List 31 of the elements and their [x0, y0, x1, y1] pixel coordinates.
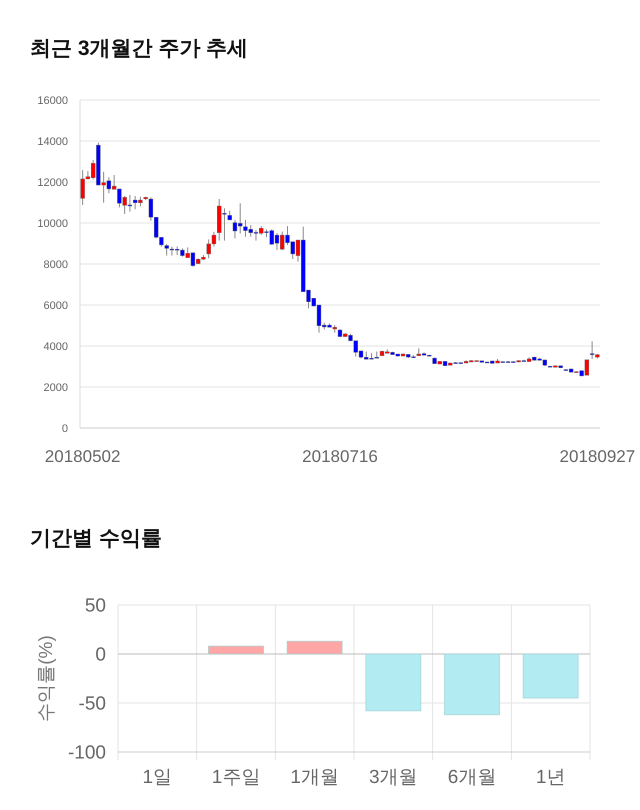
- x-tick-label: 20180927: [560, 447, 636, 466]
- y-tick-label: 6000: [44, 300, 68, 312]
- y-tick-label: 12000: [37, 176, 68, 189]
- y-tick-label: 16000: [37, 94, 68, 107]
- bar: [286, 640, 343, 654]
- x-tick-label: 20180502: [44, 447, 120, 466]
- x-tick-label: 1일: [142, 767, 172, 788]
- y-tick-label: -50: [78, 694, 106, 715]
- y-tick-label: 8000: [44, 258, 68, 271]
- y-tick-label: 2000: [44, 382, 68, 394]
- x-tick-label: 1개월: [290, 767, 339, 788]
- chart-title: 기간별 수익률: [30, 527, 162, 550]
- y-tick-label: 50: [84, 596, 106, 617]
- y-tick-label: 0: [95, 644, 106, 666]
- y-tick-label: -100: [68, 742, 106, 764]
- y-tick-label: 0: [62, 422, 68, 435]
- bar: [365, 654, 422, 712]
- x-tick-label: 6개월: [448, 767, 496, 788]
- bar: [522, 654, 579, 699]
- candlestick: [228, 210, 232, 220]
- bar: [444, 654, 500, 716]
- y-tick-label: 4000: [44, 340, 68, 353]
- x-tick-label: 1년: [536, 767, 566, 788]
- y-tick-label: 10000: [37, 218, 68, 230]
- bar: [208, 646, 264, 654]
- x-tick-label: 1주일: [212, 767, 260, 788]
- chart-title: 최근 3개월간 주가 추세: [30, 37, 248, 60]
- y-tick-label: 14000: [37, 136, 68, 148]
- y-axis-title: 수익률(%): [36, 635, 57, 722]
- x-tick-label: 20180716: [302, 447, 378, 466]
- x-tick-label: 3개월: [369, 767, 418, 788]
